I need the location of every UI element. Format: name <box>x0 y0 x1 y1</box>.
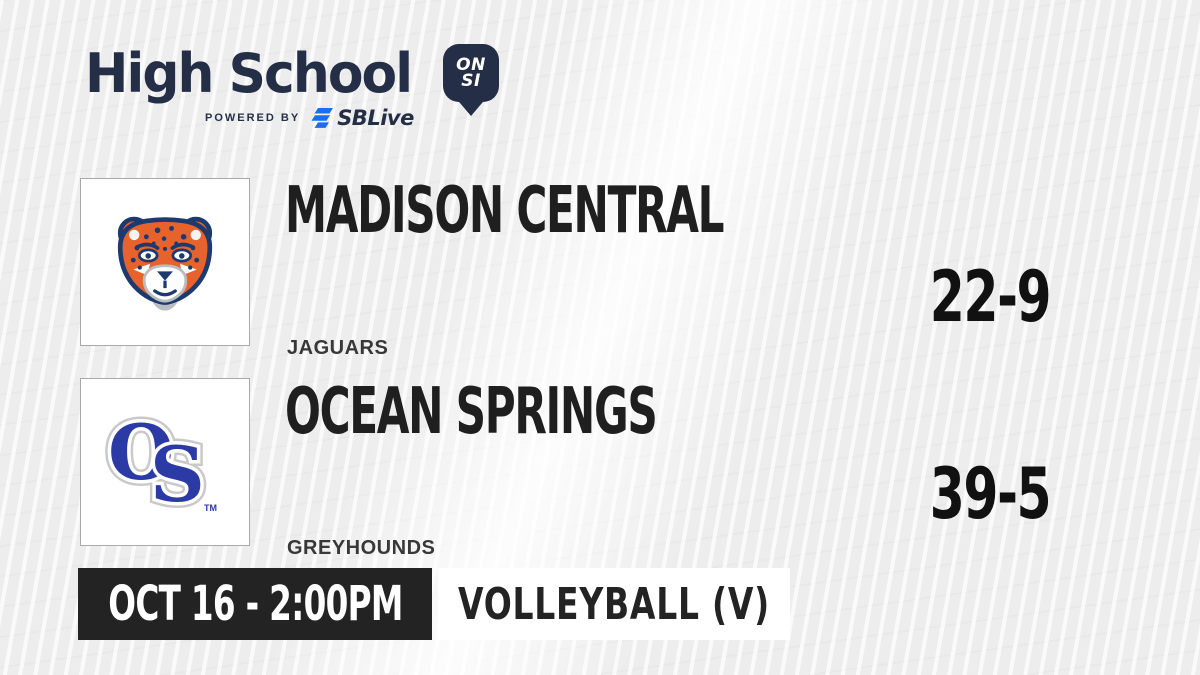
svg-text:O: O <box>108 408 174 497</box>
team1-name: MADISON CENTRAL <box>285 174 725 248</box>
game-event-box: VOLLEYBALL (V) <box>438 568 790 640</box>
team2-name: OCEAN SPRINGS <box>285 375 658 449</box>
brand-wordmark: High School <box>85 42 413 105</box>
svg-text:O: O <box>108 408 174 497</box>
svg-text:S: S <box>150 430 205 519</box>
team2-logo-box: O S O S TM <box>80 378 250 546</box>
os-monogram-icon: O S O S TM <box>102 403 217 521</box>
team1-mascot: JAGUARS <box>287 337 389 359</box>
sblive-logo-text: SBLive <box>337 106 414 130</box>
on-si-pin-badge: ON SI <box>443 44 499 102</box>
game-event: VOLLEYBALL (V) <box>458 578 770 630</box>
sblive-logo: SBLive <box>310 106 414 130</box>
badge-line1: ON <box>456 54 486 75</box>
sblive-bolt-icon <box>311 108 334 128</box>
trademark-text: TM <box>204 503 217 513</box>
team2-mascot: GREYHOUNDS <box>287 537 436 559</box>
game-datetime: OCT 16 - 2:00PM <box>107 576 403 632</box>
jaguar-head-icon <box>117 216 213 311</box>
svg-text:S: S <box>150 430 205 519</box>
team2-record: 39-5 <box>929 453 1052 535</box>
game-datetime-box: OCT 16 - 2:00PM <box>78 568 432 640</box>
badge-line2: SI <box>461 71 481 91</box>
team1-record: 22-9 <box>929 256 1052 338</box>
powered-by-label: POWERED BY <box>205 112 301 124</box>
team1-logo-box <box>80 178 250 346</box>
powered-by-row: POWERED BY SBLive <box>205 106 414 130</box>
